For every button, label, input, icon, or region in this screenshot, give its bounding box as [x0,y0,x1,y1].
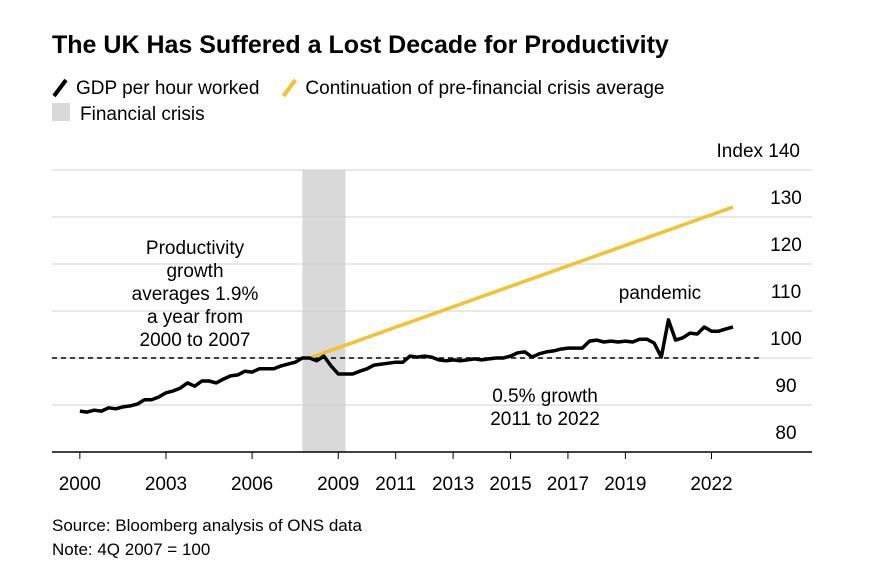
annotation: averages 1.9% [132,284,259,305]
annotation: 2011 to 2022 [490,409,600,430]
x-tick-label: 2015 [489,474,531,495]
x-tick-label: 2019 [604,474,646,495]
legend-label: Financial crisis [80,104,205,125]
legend-swatch [52,78,68,98]
x-tick-label: 2022 [690,474,732,495]
y-tick-label: Index 140 [717,141,800,162]
y-tick-label: 110 [771,282,801,303]
x-tick-label: 2011 [375,474,416,495]
x-tick-label: 2013 [432,474,474,495]
y-tick-label: 100 [770,329,802,350]
legend-label: GDP per hour worked [76,78,259,99]
annotation: 0.5% growth [492,386,598,407]
x-tick-label: 2006 [231,474,273,495]
source: Source: Bloomberg analysis of ONS data [52,516,362,535]
annotation: Productivity [146,238,245,259]
note: Note: 4Q 2007 = 100 [52,540,210,559]
data-line [308,205,734,360]
annotation: growth [166,261,223,282]
y-tick-label: 120 [770,235,802,256]
legend-label: Continuation of pre-financial crisis ave… [305,78,664,99]
x-tick-label: 2009 [317,474,359,495]
annotation: pandemic [619,283,701,304]
chart-title: The UK Has Suffered a Lost Decade for Pr… [52,31,669,59]
data-line [79,318,734,414]
legend-swatch [52,103,70,121]
legend-swatch [281,78,298,98]
x-tick-label: 2017 [547,474,589,495]
annotation: 2000 to 2007 [140,330,251,351]
y-tick-label: 90 [775,376,796,397]
x-tick-label: 2003 [145,474,187,495]
y-tick-label: 130 [770,188,802,209]
annotation: a year from [147,307,243,328]
x-tick-label: 2000 [59,474,101,495]
y-tick-label: 80 [775,423,796,444]
